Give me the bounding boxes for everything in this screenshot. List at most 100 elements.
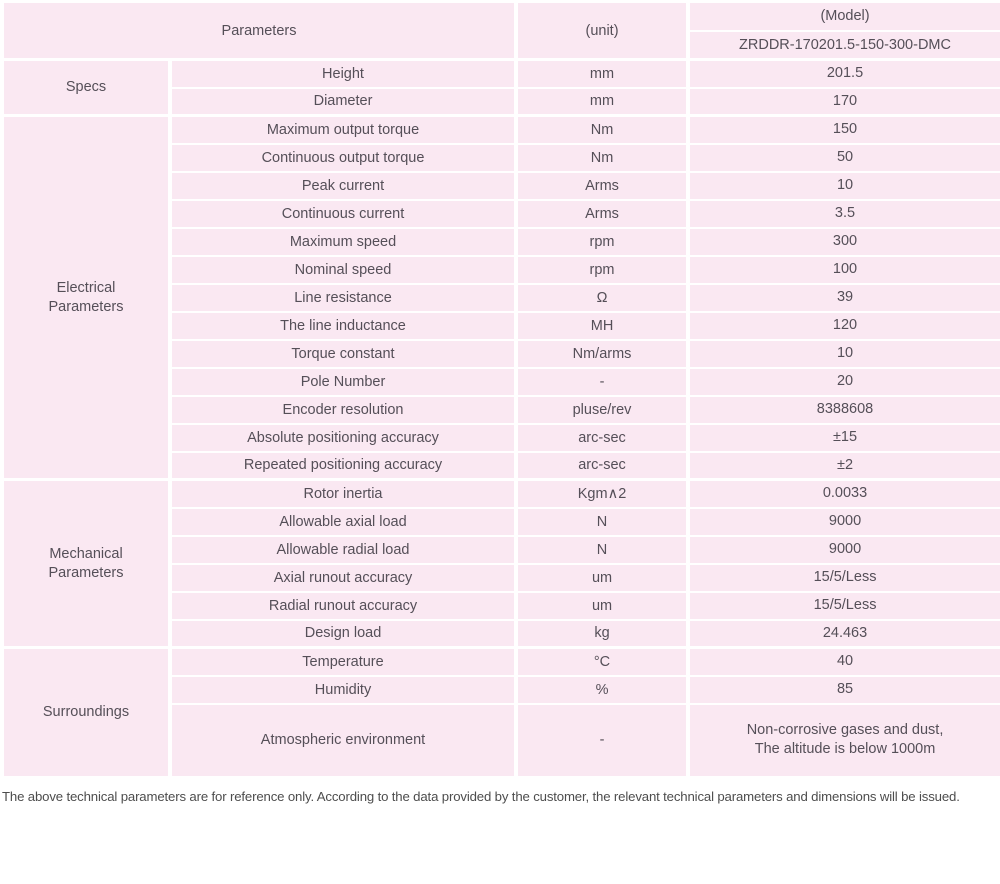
- header-model-number: ZRDDR-170201.5-150-300-DMC: [686, 29, 1000, 61]
- param-unit: Kgm∧2: [514, 478, 691, 509]
- param-value: 85: [686, 674, 1000, 705]
- param-name: Temperature: [167, 646, 519, 677]
- param-name: Torque constant: [167, 338, 519, 369]
- param-value: 10: [686, 170, 1000, 201]
- table-row: Pole Number - 20: [2, 366, 1000, 397]
- table-row: Line resistance Ω 39: [2, 282, 1000, 313]
- param-value: 20: [686, 366, 1000, 397]
- param-name: Maximum speed: [167, 226, 519, 257]
- param-value: 9000: [686, 534, 1000, 565]
- param-value: 201.5: [686, 58, 1000, 89]
- section-label-surroundings: Surroundings: [0, 646, 172, 779]
- param-name: Continuous current: [167, 198, 519, 229]
- param-unit: um: [514, 562, 691, 593]
- table-body: Specs Height mm 201.5 Diameter mm 170 El…: [0, 58, 1000, 779]
- param-value: 50: [686, 142, 1000, 173]
- param-value: 120: [686, 310, 1000, 341]
- param-unit: N: [514, 506, 691, 537]
- section-label-mechanical: Mechanical Parameters: [0, 478, 172, 649]
- footer-note: The above technical parameters are for r…: [2, 789, 960, 804]
- section-label-specs: Specs: [0, 58, 172, 117]
- param-name: Diameter: [167, 86, 519, 117]
- table-row: Nominal speed rpm 100: [2, 254, 1000, 285]
- table-row: Absolute positioning accuracy arc-sec ±1…: [2, 422, 1000, 453]
- param-unit: arc-sec: [514, 422, 691, 453]
- param-name: Allowable axial load: [167, 506, 519, 537]
- param-name: Axial runout accuracy: [167, 562, 519, 593]
- header-unit: (unit): [514, 0, 691, 61]
- param-value: 8388608: [686, 394, 1000, 425]
- table-row: Surroundings Temperature °C 40: [0, 646, 1000, 779]
- spec-parameters-table: Parameters (unit) (Model) ZRDDR-170201.5…: [0, 0, 1000, 779]
- table-row: Radial runout accuracy um 15/5/Less: [2, 590, 1000, 621]
- header-row-1: Parameters (unit) (Model): [0, 0, 1000, 61]
- param-unit: Arms: [514, 198, 691, 229]
- section-label-electrical: Electrical Parameters: [0, 114, 172, 481]
- param-unit: N: [514, 534, 691, 565]
- table-row: Axial runout accuracy um 15/5/Less: [2, 562, 1000, 593]
- param-unit: -: [514, 366, 691, 397]
- param-value: 40: [686, 646, 1000, 677]
- param-unit: -: [514, 702, 691, 779]
- param-name: Absolute positioning accuracy: [167, 422, 519, 453]
- param-unit: Nm: [514, 142, 691, 173]
- param-unit: um: [514, 590, 691, 621]
- param-unit: kg: [514, 618, 691, 649]
- param-unit: mm: [514, 58, 691, 89]
- table-row: Design load kg 24.463: [2, 618, 1000, 649]
- param-name: Nominal speed: [167, 254, 519, 285]
- param-unit: Arms: [514, 170, 691, 201]
- param-name: Encoder resolution: [167, 394, 519, 425]
- param-unit: Nm/arms: [514, 338, 691, 369]
- param-unit: mm: [514, 86, 691, 117]
- param-unit: °C: [514, 646, 691, 677]
- param-value: 0.0033: [686, 478, 1000, 509]
- table-row: Repeated positioning accuracy arc-sec ±2: [2, 450, 1000, 481]
- param-name: Pole Number: [167, 366, 519, 397]
- param-name: Height: [167, 58, 519, 89]
- param-value: ±2: [686, 450, 1000, 481]
- param-name: The line inductance: [167, 310, 519, 341]
- header-row-2: ZRDDR-170201.5-150-300-DMC: [2, 29, 1000, 61]
- table-row: Electrical Parameters Maximum output tor…: [0, 114, 1000, 481]
- table-row: Mechanical Parameters Rotor inertia Kgm∧…: [0, 478, 1000, 649]
- param-name: Design load: [167, 618, 519, 649]
- param-name: Atmospheric environment: [167, 702, 519, 779]
- param-value: ±15: [686, 422, 1000, 453]
- param-value: 3.5: [686, 198, 1000, 229]
- param-name: Rotor inertia: [167, 478, 519, 509]
- param-unit: Ω: [514, 282, 691, 313]
- param-unit: pluse/rev: [514, 394, 691, 425]
- table-row: Continuous output torque Nm 50: [2, 142, 1000, 173]
- param-unit: arc-sec: [514, 450, 691, 481]
- param-unit: %: [514, 674, 691, 705]
- param-name: Continuous output torque: [167, 142, 519, 173]
- param-unit: rpm: [514, 254, 691, 285]
- param-unit: Nm: [514, 114, 691, 145]
- param-name: Line resistance: [167, 282, 519, 313]
- param-name: Repeated positioning accuracy: [167, 450, 519, 481]
- param-value: 150: [686, 114, 1000, 145]
- param-value: 10: [686, 338, 1000, 369]
- param-value: 300: [686, 226, 1000, 257]
- param-value: 170: [686, 86, 1000, 117]
- param-value: 100: [686, 254, 1000, 285]
- table-header: Parameters (unit) (Model) ZRDDR-170201.5…: [0, 0, 1000, 61]
- section-label-text: Specs: [65, 79, 107, 95]
- param-unit: MH: [514, 310, 691, 341]
- section-label-text: Electrical Parameters: [48, 279, 124, 315]
- param-unit: rpm: [514, 226, 691, 257]
- table-row: Encoder resolution pluse/rev 8388608: [2, 394, 1000, 425]
- param-value: 39: [686, 282, 1000, 313]
- param-value: 24.463: [686, 618, 1000, 649]
- header-model: (Model): [686, 0, 1000, 32]
- param-value: 15/5/Less: [686, 562, 1000, 593]
- section-label-text: Mechanical Parameters: [48, 545, 124, 581]
- table-row: Atmospheric environment - Non-corrosive …: [2, 702, 1000, 779]
- table-row: Continuous current Arms 3.5: [2, 198, 1000, 229]
- param-name: Maximum output torque: [167, 114, 519, 145]
- table-row: Specs Height mm 201.5: [0, 58, 1000, 117]
- param-value: Non-corrosive gases and dust, The altitu…: [686, 702, 1000, 779]
- table-row: Diameter mm 170: [2, 86, 1000, 117]
- table-row: The line inductance MH 120: [2, 310, 1000, 341]
